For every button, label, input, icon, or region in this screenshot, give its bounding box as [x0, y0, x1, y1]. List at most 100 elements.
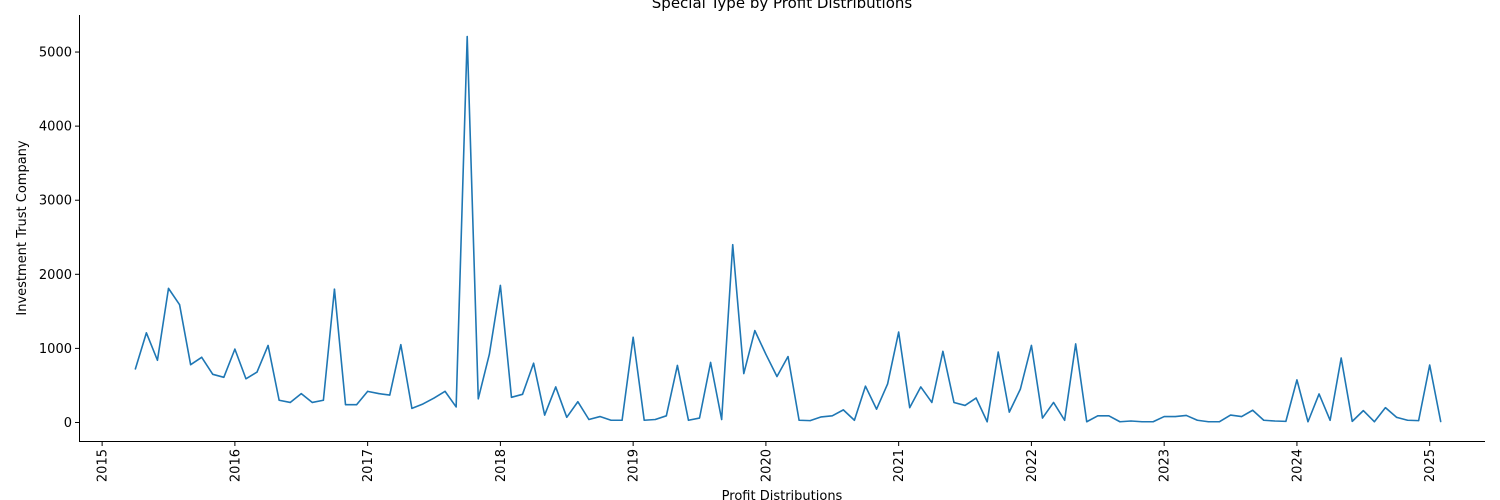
data-point	[1097, 415, 1099, 417]
data-point	[864, 385, 867, 387]
x-tick-label: 2017	[361, 449, 376, 482]
data-point	[765, 353, 767, 355]
data-point	[1362, 410, 1364, 412]
x-tick-label: 2023	[1158, 449, 1173, 482]
data-point	[1119, 421, 1121, 423]
data-point	[632, 336, 634, 338]
data-point	[1418, 420, 1420, 422]
y-axis-title: Investment Trust Company	[15, 140, 30, 316]
data-point	[1174, 415, 1176, 418]
data-point	[709, 361, 712, 364]
data-point	[577, 401, 579, 403]
data-point	[754, 330, 756, 332]
data-point	[621, 419, 623, 421]
data-point	[1108, 415, 1110, 417]
data-point	[1351, 420, 1353, 422]
y-tick-label: 0	[64, 416, 72, 431]
data-point	[378, 392, 380, 395]
data-point	[532, 362, 535, 364]
data-point	[466, 35, 468, 38]
data-point	[975, 397, 977, 399]
data-point	[931, 401, 933, 404]
data-point	[1340, 357, 1342, 359]
data-point	[1130, 420, 1132, 422]
data-point	[1241, 415, 1243, 418]
x-tick-label: 2025	[1423, 449, 1438, 482]
data-point	[555, 386, 557, 388]
data-point	[510, 396, 513, 398]
data-point	[145, 332, 147, 334]
data-point	[1440, 421, 1442, 423]
data-point	[831, 415, 833, 417]
data-point	[477, 398, 479, 400]
data-point	[643, 419, 645, 421]
data-point	[245, 378, 247, 380]
data-point	[875, 408, 878, 410]
data-point	[953, 401, 955, 404]
data-point	[842, 409, 844, 411]
data-point	[698, 417, 701, 419]
data-point	[920, 386, 922, 388]
x-tick-label: 2024	[1290, 449, 1305, 482]
data-point	[986, 421, 988, 423]
data-point	[1406, 419, 1409, 421]
data-point	[1395, 416, 1398, 418]
data-point	[1185, 414, 1187, 417]
data-point	[1152, 421, 1154, 423]
data-point	[178, 304, 181, 306]
y-tick-label: 4000	[39, 120, 72, 135]
x-tick-label: 2015	[96, 449, 111, 482]
data-point	[400, 344, 402, 346]
data-point	[1064, 419, 1066, 421]
data-point	[909, 407, 911, 409]
data-point	[776, 375, 778, 378]
data-point	[898, 331, 900, 333]
data-point	[544, 414, 546, 416]
data-point	[1041, 417, 1044, 419]
chart-title: Special Type by Profit Distributions	[652, 0, 913, 12]
data-point	[798, 419, 800, 421]
data-point	[267, 344, 269, 347]
data-point	[1075, 343, 1077, 345]
x-tick-label: 2018	[494, 449, 509, 482]
y-axis-ticks: 0 1000 2000 3000 4000 5000	[39, 46, 80, 431]
x-tick-label: 2016	[228, 449, 243, 482]
data-point	[389, 394, 391, 396]
data-point	[1019, 388, 1021, 390]
data-point	[721, 418, 723, 421]
data-point	[212, 373, 214, 375]
data-point	[344, 404, 347, 406]
y-tick-label: 3000	[39, 194, 72, 209]
data-point	[311, 401, 313, 404]
data-point	[942, 350, 944, 352]
data-point	[1229, 414, 1232, 416]
x-tick-label: 2020	[759, 449, 774, 482]
data-point	[732, 244, 734, 246]
series-points	[134, 35, 1442, 423]
data-point	[488, 353, 490, 355]
data-point	[687, 419, 690, 421]
data-point	[1086, 421, 1088, 423]
x-tick-label: 2022	[1025, 449, 1040, 482]
data-point	[234, 348, 236, 350]
data-point	[1373, 421, 1375, 423]
data-point	[322, 399, 324, 401]
data-point	[588, 418, 590, 421]
data-point	[1252, 409, 1254, 411]
data-point	[289, 401, 291, 404]
data-point	[433, 397, 435, 399]
data-point	[599, 415, 601, 418]
y-tick-label: 5000	[39, 46, 72, 61]
data-point	[1318, 393, 1320, 395]
data-point	[156, 359, 159, 361]
data-point	[654, 418, 656, 421]
data-point	[190, 364, 192, 366]
data-point	[1263, 419, 1265, 421]
x-axis-ticks: 2015 2016 2017 2018 2019 2020 2021 2022 2023 2024…	[96, 441, 1438, 482]
data-point	[1030, 344, 1033, 347]
data-point	[665, 415, 667, 417]
y-tick-label: 2000	[39, 268, 72, 283]
data-point	[853, 419, 856, 421]
data-point	[1329, 419, 1331, 421]
data-point	[1285, 420, 1287, 422]
